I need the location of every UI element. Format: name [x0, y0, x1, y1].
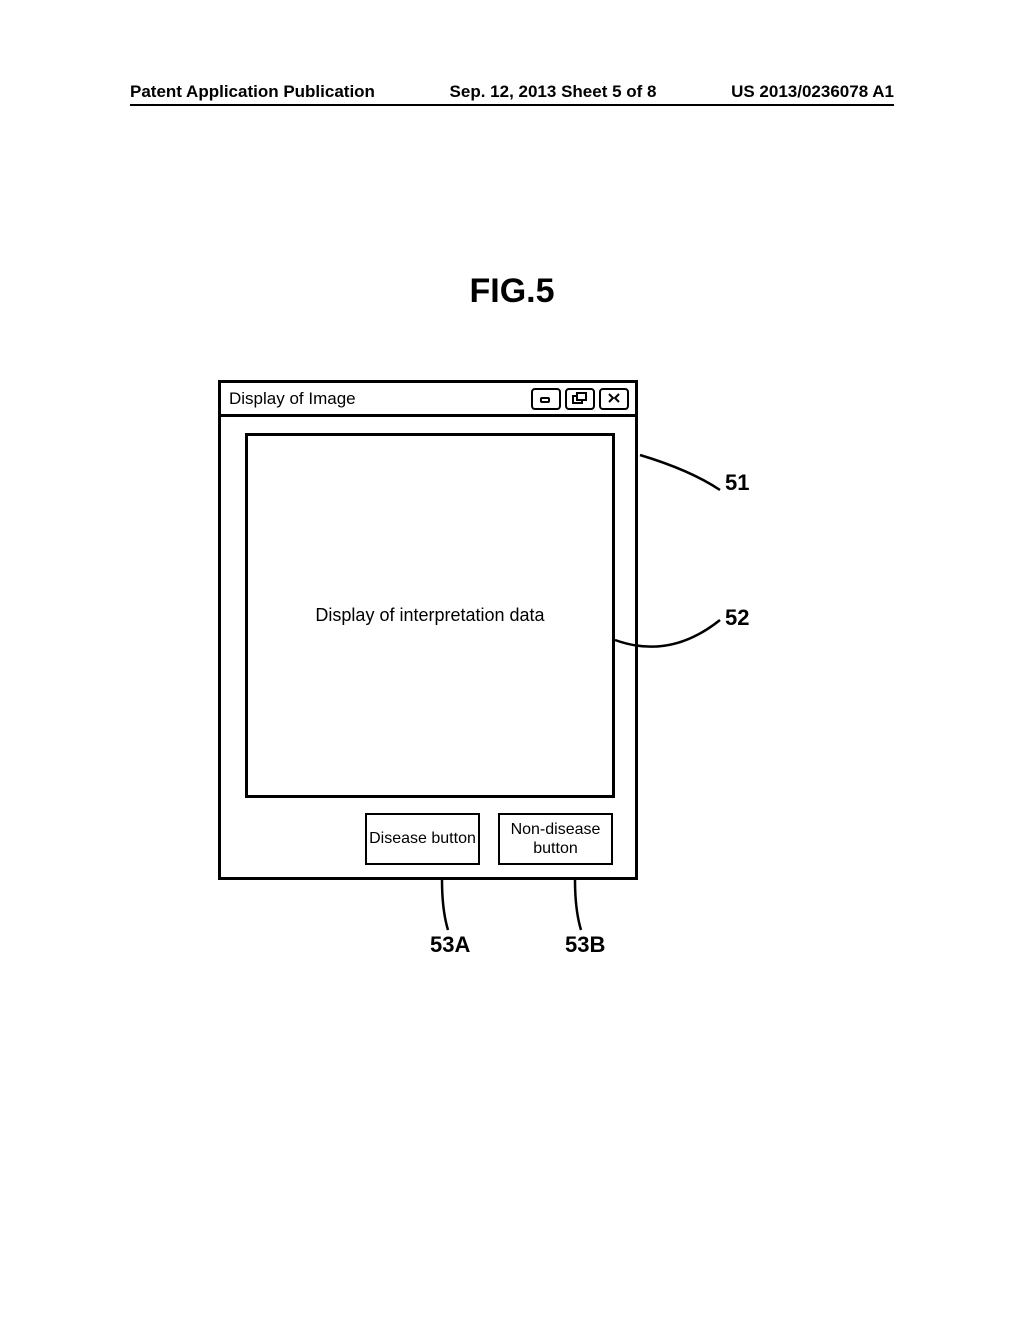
close-icon[interactable]: [599, 388, 629, 410]
window-title: Display of Image: [229, 389, 356, 409]
patent-header: Patent Application Publication Sep. 12, …: [0, 82, 1024, 102]
callout-53b: 53B: [565, 932, 605, 958]
disease-button-label: Disease button: [369, 829, 476, 848]
maximize-icon[interactable]: [565, 388, 595, 410]
title-bar: Display of Image: [221, 383, 635, 417]
minimize-icon[interactable]: [531, 388, 561, 410]
non-disease-button[interactable]: Non-disease button: [498, 813, 613, 865]
callout-51: 51: [725, 470, 749, 496]
interpretation-data-panel: Display of interpretation data: [245, 433, 615, 798]
callout-52: 52: [725, 605, 749, 631]
callout-53a: 53A: [430, 932, 470, 958]
figure-title: FIG.5: [0, 272, 1024, 311]
header-left: Patent Application Publication: [130, 82, 375, 102]
non-disease-button-label: Non-disease button: [500, 820, 611, 858]
decision-button-row: Disease button Non-disease button: [365, 813, 613, 865]
header-center: Sep. 12, 2013 Sheet 5 of 8: [450, 82, 657, 102]
header-right: US 2013/0236078 A1: [731, 82, 894, 102]
image-display-window: Display of Image: [218, 380, 638, 880]
window-controls: [531, 388, 629, 410]
header-rule: [130, 104, 894, 106]
disease-button[interactable]: Disease button: [365, 813, 480, 865]
